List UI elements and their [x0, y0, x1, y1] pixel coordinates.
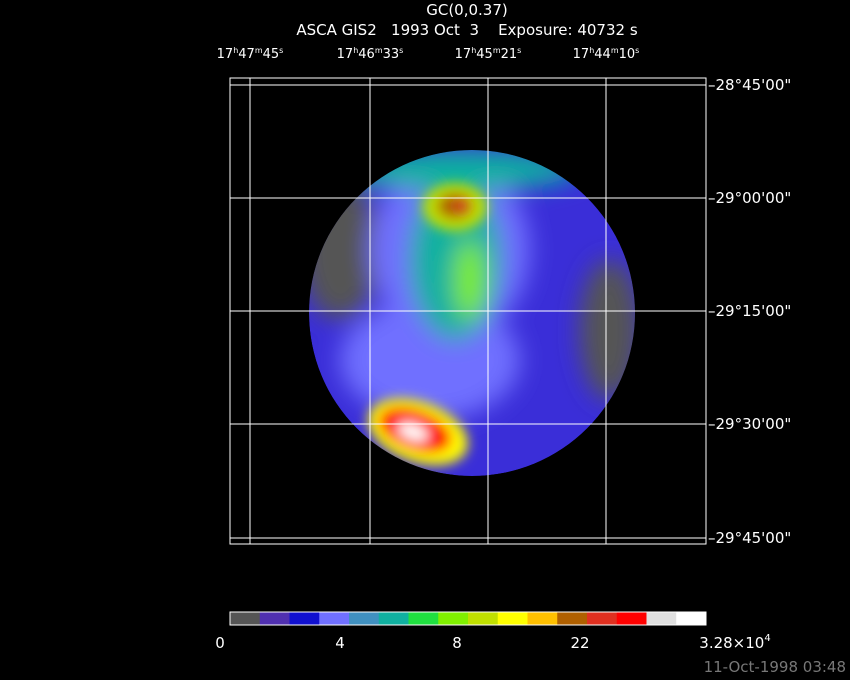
subtitle: ASCA GIS2 1993 Oct 3 Exposure: 40732 s [296, 21, 637, 39]
ra-value: 44 [594, 47, 611, 62]
colorbar-swatch [349, 612, 380, 625]
max-mantissa: 3.28×10 [699, 634, 764, 652]
ra-unit: h [233, 46, 238, 55]
xray-image [309, 150, 635, 476]
title: GC(0,0.37) [426, 1, 508, 19]
ra-value: 17 [573, 47, 590, 62]
coordinate-grid [229, 77, 707, 545]
ra-unit: s [279, 46, 283, 55]
colorbar-label: 0 [215, 634, 225, 652]
colorbar-max-label: 3.28×104 [699, 633, 770, 652]
timestamp: 11-Oct-1998 03:48 [704, 658, 846, 676]
colorbar-swatch [527, 612, 558, 625]
ra-value: 47 [238, 47, 255, 62]
colorbar-label: 8 [452, 634, 462, 652]
ra-value: 21 [501, 47, 518, 62]
ra-unit: h [353, 46, 358, 55]
ra-unit: m [375, 46, 383, 55]
dec-label: –29°45'00" [708, 529, 791, 547]
ra-unit: h [589, 46, 594, 55]
colorbar-swatch [230, 612, 261, 625]
ra-unit: s [635, 46, 639, 55]
dec-label: –28°45'00" [708, 76, 791, 94]
ra-unit: m [493, 46, 501, 55]
ra-unit: h [471, 46, 476, 55]
ra-label: 17h47m45s [217, 46, 284, 62]
colorbar-label: 22 [570, 634, 589, 652]
dec-label: –29°30'00" [708, 415, 791, 433]
colorbar-swatch [557, 612, 588, 625]
ra-value: 10 [619, 47, 636, 62]
colorbar-swatch [289, 612, 320, 625]
max-exponent: 4 [764, 633, 770, 644]
colorbar-swatch [616, 612, 647, 625]
ra-unit: s [399, 46, 403, 55]
colorbar-swatch [497, 612, 528, 625]
ra-value: 45 [476, 47, 493, 62]
ra-value: 17 [455, 47, 472, 62]
ra-value: 17 [217, 47, 234, 62]
colorbar-swatch [259, 612, 290, 625]
ra-value: 17 [337, 47, 354, 62]
ra-value: 33 [383, 47, 400, 62]
colorbar-swatch [438, 612, 469, 625]
ra-label: 17h44m10s [573, 46, 640, 62]
ra-unit: s [517, 46, 521, 55]
colorbar-swatch [378, 612, 409, 625]
colorbar-swatch [408, 612, 439, 625]
colorbar-swatch [676, 612, 707, 625]
colorbar-label: 4 [335, 634, 345, 652]
colorbar-swatch [587, 612, 618, 625]
dec-label: –29°15'00" [708, 302, 791, 320]
ra-label: 17h45m21s [455, 46, 522, 62]
dec-label: –29°00'00" [708, 189, 791, 207]
ra-unit: m [255, 46, 263, 55]
ra-value: 45 [263, 47, 280, 62]
ra-label: 17h46m33s [337, 46, 404, 62]
ra-value: 46 [358, 47, 375, 62]
colorbar-frame [229, 611, 707, 626]
colorbar-swatch [646, 612, 677, 625]
ra-unit: m [611, 46, 619, 55]
colorbar-swatch [468, 612, 499, 625]
colorbar-swatch [319, 612, 350, 625]
